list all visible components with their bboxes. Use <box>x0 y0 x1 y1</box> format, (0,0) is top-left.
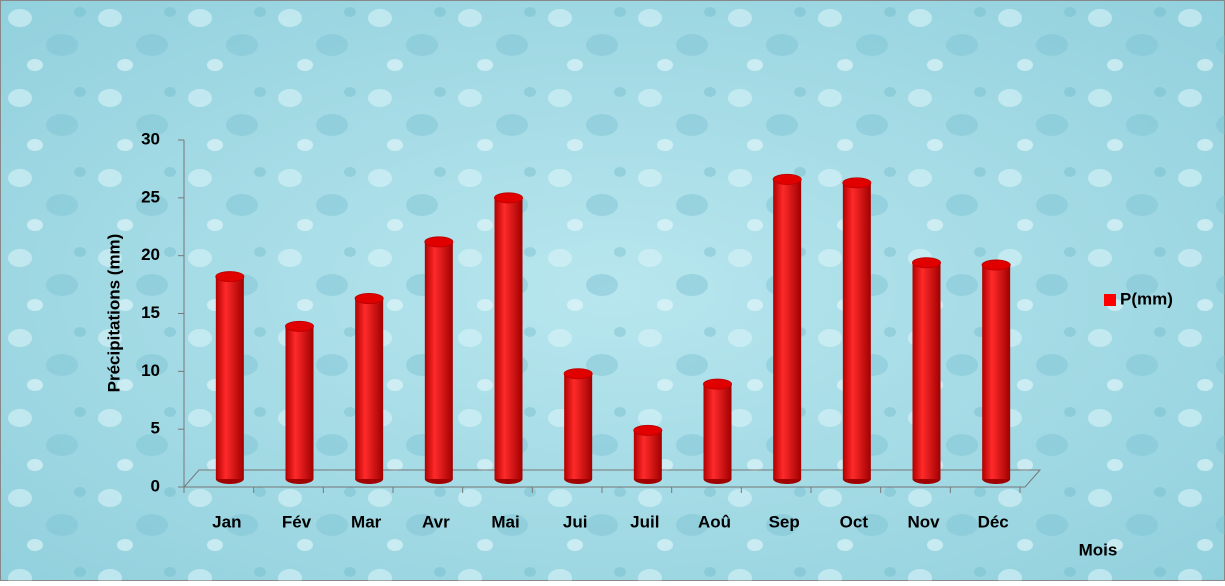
legend-label: P(mm) <box>1120 289 1173 308</box>
bar-top <box>704 379 732 389</box>
x-tick-label: Sep <box>769 512 800 531</box>
bar-body <box>216 277 244 479</box>
bar <box>773 174 801 484</box>
y-tick-label: 5 <box>151 419 160 438</box>
x-tick-label: Juil <box>630 512 659 531</box>
bar-top <box>216 272 244 282</box>
bar-top <box>773 174 801 184</box>
bar-top <box>913 258 941 268</box>
y-tick-label: 15 <box>141 303 160 322</box>
x-tick-label: Mai <box>491 512 519 531</box>
x-tick-label: Avr <box>422 512 450 531</box>
x-tick-label: Mar <box>351 512 382 531</box>
bar <box>216 272 244 484</box>
bar-top <box>355 294 383 304</box>
y-axis-title: Précipitations (mm) <box>104 234 123 393</box>
bar-body <box>355 299 383 479</box>
bar-body <box>773 179 801 479</box>
x-tick-label: Nov <box>907 512 940 531</box>
bar <box>286 321 314 484</box>
bar <box>913 258 941 484</box>
bar-top <box>843 178 871 188</box>
bar-top <box>564 369 592 379</box>
bar <box>495 193 523 484</box>
bar-body <box>982 265 1010 479</box>
bar-top <box>982 260 1010 270</box>
bar-body <box>286 326 314 479</box>
bar-top <box>634 425 662 435</box>
bar-top <box>495 193 523 203</box>
x-tick-label: Aoû <box>698 512 731 531</box>
bar <box>564 369 592 484</box>
bar-body <box>843 183 871 479</box>
bar-body <box>564 374 592 479</box>
page: Précipitations (mm) Mois 0 5 10 15 20 25 30 Jan… <box>0 0 1225 586</box>
bar <box>704 379 732 484</box>
chart: Précipitations (mm) Mois 0 5 10 15 20 25 30 Jan… <box>0 0 1225 581</box>
y-tick-label: 10 <box>141 361 160 380</box>
bar <box>843 178 871 484</box>
bar-body <box>425 242 453 479</box>
x-axis-title: Mois <box>1079 540 1118 559</box>
bar-top <box>425 237 453 247</box>
x-tick-label: Déc <box>978 512 1009 531</box>
bar-body <box>704 384 732 479</box>
y-tick-label: 30 <box>141 129 160 148</box>
x-tick-label: Jan <box>212 512 241 531</box>
bar <box>425 237 453 484</box>
legend-swatch <box>1104 294 1116 306</box>
bar <box>634 425 662 484</box>
x-tick-label: Oct <box>840 512 869 531</box>
bar-body <box>634 430 662 479</box>
y-tick-label: 25 <box>141 187 160 206</box>
bar <box>355 294 383 484</box>
bar-top <box>286 321 314 331</box>
x-tick-label: Fév <box>282 512 312 531</box>
x-tick-label: Jui <box>563 512 588 531</box>
y-tick-label: 0 <box>151 476 160 495</box>
bar-body <box>913 263 941 479</box>
y-tick-label: 20 <box>141 245 160 264</box>
bar-body <box>495 198 523 479</box>
bar <box>982 260 1010 484</box>
